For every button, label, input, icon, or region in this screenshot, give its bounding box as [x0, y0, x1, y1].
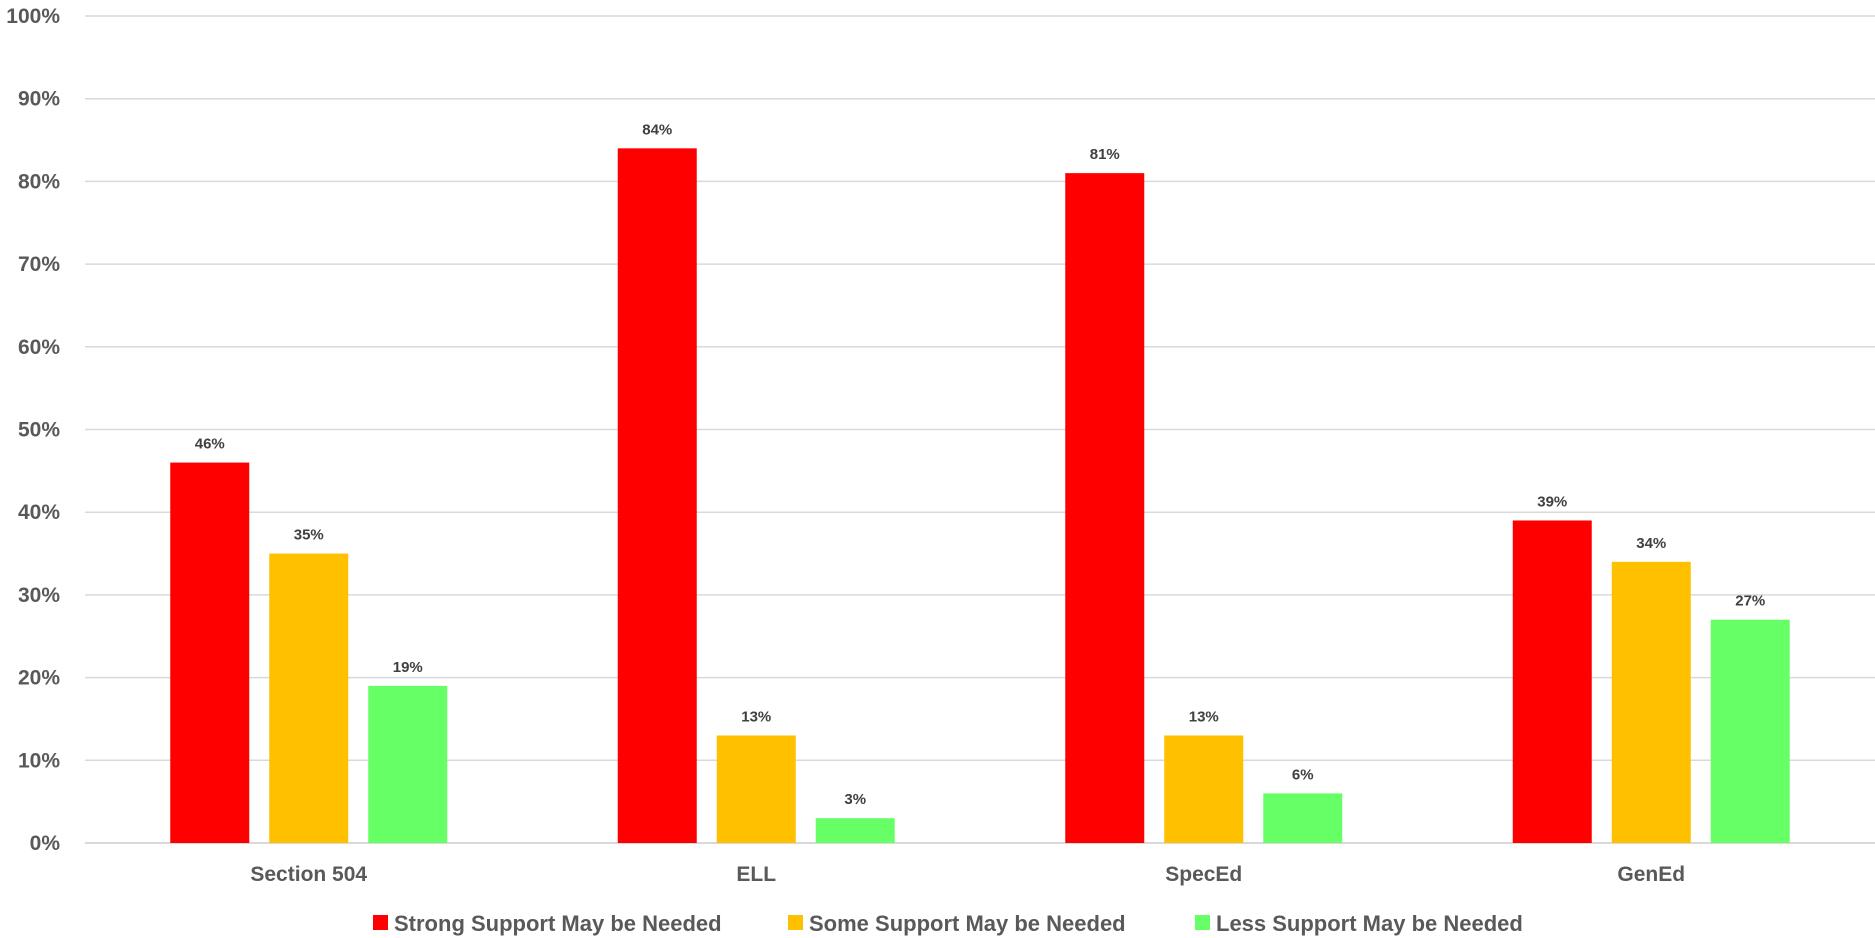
data-label: 81% [1090, 146, 1120, 163]
legend: Strong Support May be Needed Some Support… [373, 911, 1523, 936]
gridlines [85, 15, 1875, 844]
y-tick-label: 30% [18, 584, 60, 607]
bar-section-504-series-1 [269, 553, 349, 843]
legend-swatch [373, 915, 388, 930]
y-tick-label: 90% [18, 88, 60, 111]
y-tick-label: 40% [18, 501, 60, 524]
y-tick-label: 0% [30, 832, 61, 855]
x-tick-label: GenEd [1617, 863, 1685, 886]
bar-speced-series-0 [1065, 173, 1145, 843]
data-label: 27% [1735, 593, 1765, 610]
data-label: 19% [393, 659, 423, 676]
data-label: 84% [642, 121, 672, 138]
y-tick-label: 70% [18, 253, 60, 276]
legend-label: Some Support May be Needed [809, 911, 1126, 936]
bar-section-504-series-0 [170, 462, 250, 843]
y-tick-label: 100% [6, 5, 60, 28]
bar-ell-series-1 [716, 735, 796, 843]
x-tick-label: Section 504 [250, 863, 367, 886]
bar-section-504-series-2 [368, 685, 448, 843]
bar-speced-series-1 [1164, 735, 1244, 843]
data-label: 6% [1292, 766, 1314, 783]
bar-ell-series-0 [617, 148, 697, 843]
data-label: 46% [195, 436, 225, 453]
data-labels: 46% 35% 19% 84% 13% 3% 81% 13% 6% 39% 34% 27% [195, 121, 1766, 808]
bar-gened-series-0 [1512, 520, 1592, 843]
bar-gened-series-2 [1710, 619, 1790, 843]
data-label: 34% [1636, 535, 1666, 552]
bars [170, 148, 1790, 843]
bar-ell-series-2 [815, 818, 895, 843]
data-label: 35% [294, 527, 324, 544]
legend-label: Less Support May be Needed [1216, 911, 1523, 936]
legend-label: Strong Support May be Needed [394, 911, 722, 936]
data-label: 13% [1189, 708, 1219, 725]
bar-speced-series-2 [1263, 793, 1343, 843]
y-tick-label: 10% [18, 749, 60, 772]
y-tick-label: 20% [18, 667, 60, 690]
x-tick-label: SpecEd [1165, 863, 1242, 886]
data-label: 39% [1537, 493, 1567, 510]
x-tick-label: ELL [736, 863, 776, 886]
y-tick-label: 50% [18, 419, 60, 442]
legend-swatch [1195, 915, 1210, 930]
y-tick-label: 80% [18, 170, 60, 193]
y-tick-label: 60% [18, 336, 60, 359]
legend-swatch [788, 915, 803, 930]
data-label: 3% [844, 791, 866, 808]
y-axis: 0% 10% 20% 30% 40% 50% 60% 70% 80% 90% 100% [6, 5, 60, 855]
x-axis: Section 504 ELL SpecEd GenEd [250, 863, 1685, 886]
data-label: 13% [741, 708, 771, 725]
bar-gened-series-1 [1611, 561, 1691, 843]
